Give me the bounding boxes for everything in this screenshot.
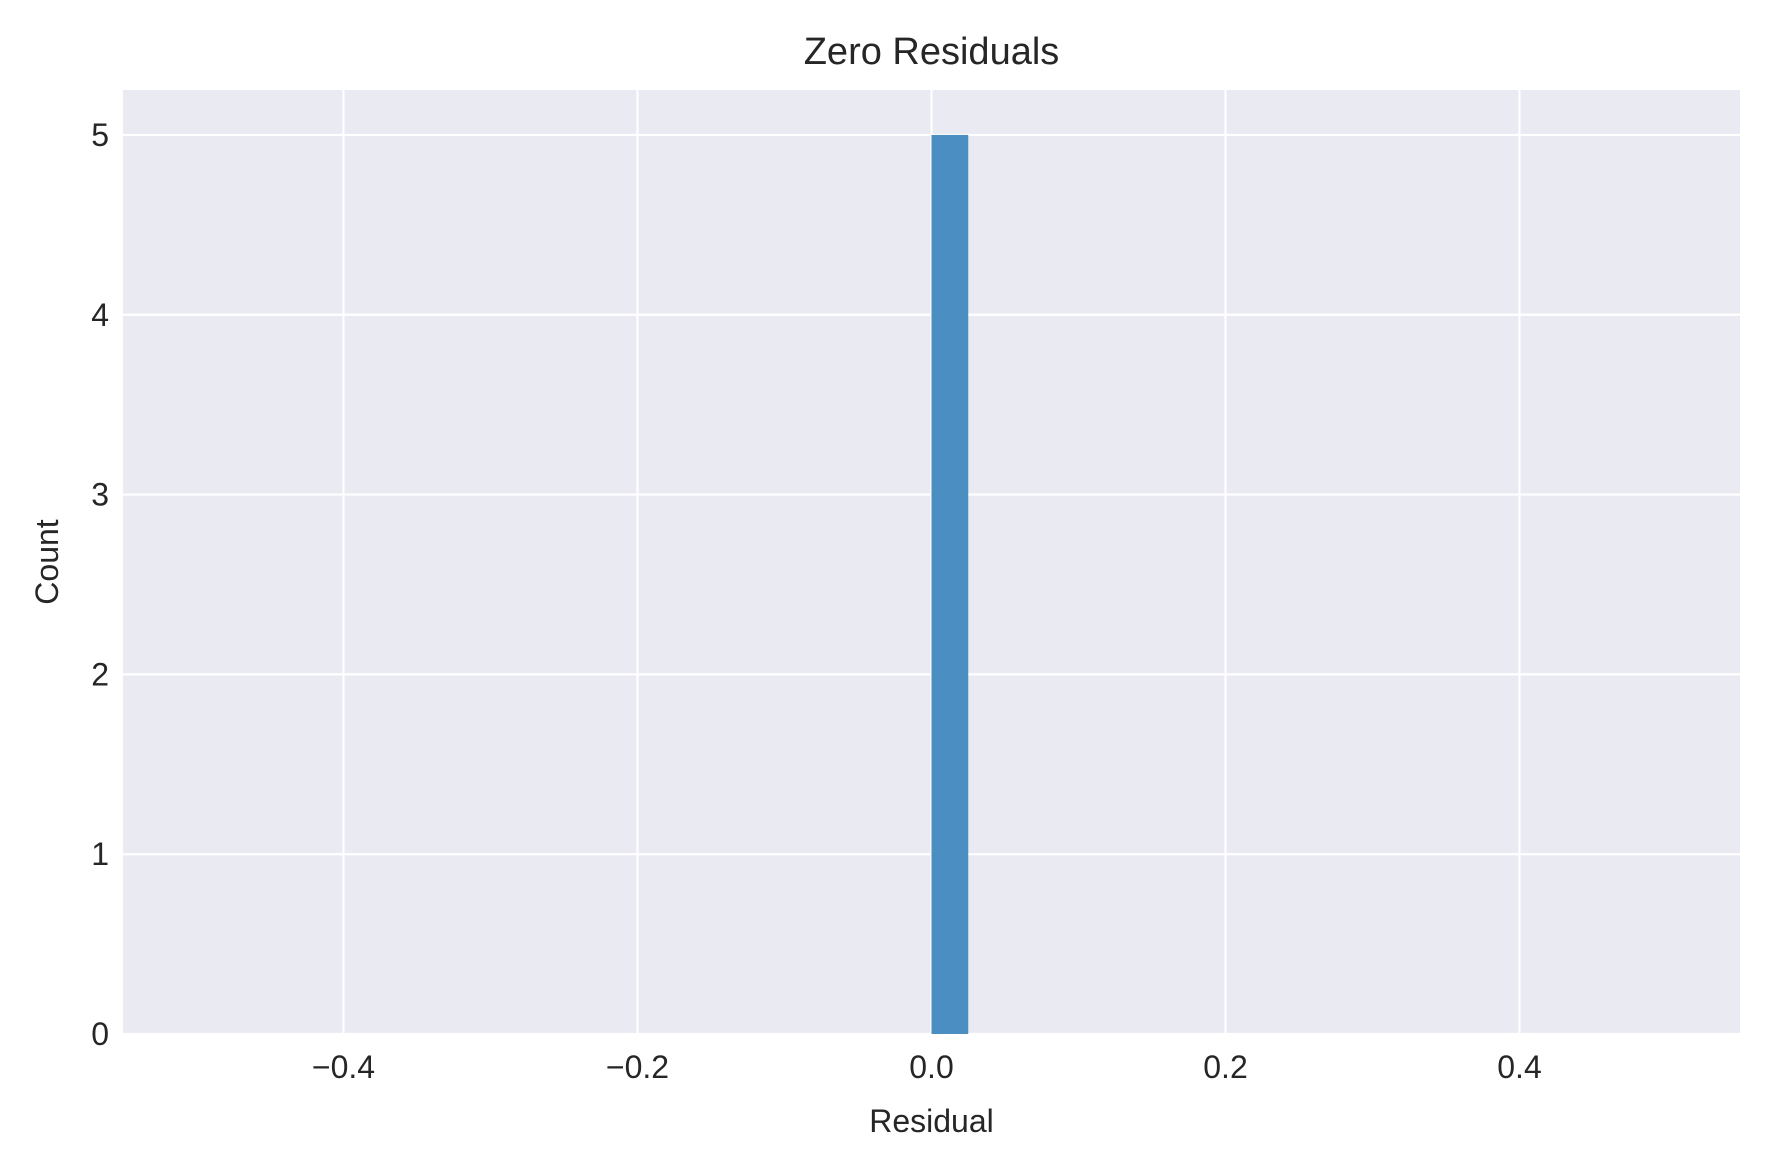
y-tick-label: 5 — [91, 117, 109, 153]
x-tick-label: 0.4 — [1497, 1049, 1541, 1085]
y-tick-label: 4 — [91, 297, 109, 333]
x-axis-ticks: −0.4 −0.2 0.0 0.2 0.4 — [312, 1049, 1542, 1085]
y-tick-label: 1 — [91, 836, 109, 872]
y-tick-label: 0 — [91, 1016, 109, 1052]
y-axis-label: Count — [29, 519, 65, 605]
y-tick-label: 3 — [91, 477, 109, 513]
y-axis-ticks: 0 1 2 3 4 5 — [91, 117, 109, 1052]
x-axis-label: Residual — [869, 1103, 994, 1139]
x-tick-label: −0.4 — [312, 1049, 375, 1085]
x-tick-label: −0.2 — [606, 1049, 669, 1085]
x-tick-label: 0.0 — [909, 1049, 953, 1085]
chart-title: Zero Residuals — [804, 31, 1060, 73]
histogram-bar-0 — [931, 134, 969, 1034]
y-tick-label: 2 — [91, 656, 109, 692]
x-tick-label: 0.2 — [1203, 1049, 1247, 1085]
histogram-bars — [931, 134, 969, 1034]
